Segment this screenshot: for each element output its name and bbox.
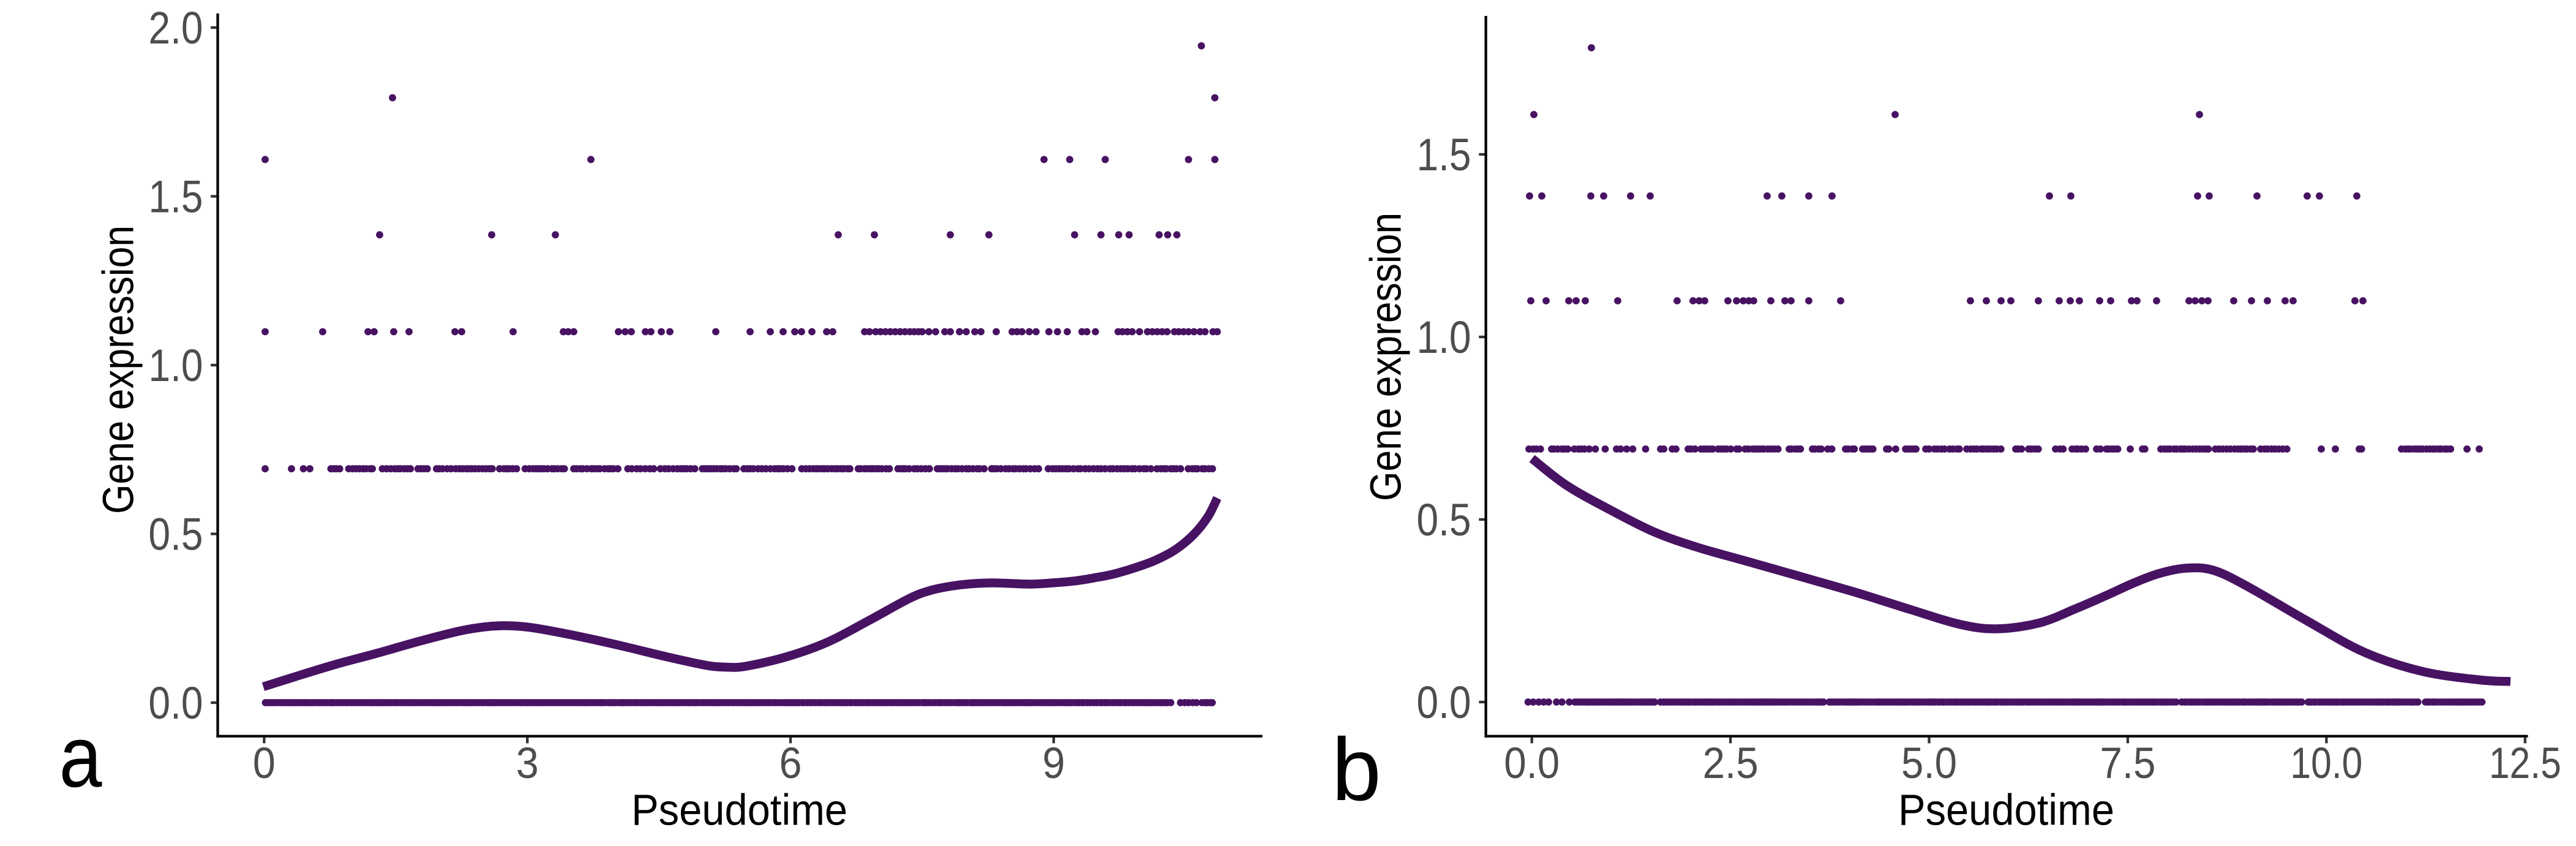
svg-text:0.0: 0.0	[149, 678, 203, 728]
svg-text:1.5: 1.5	[149, 172, 203, 222]
svg-text:0.0: 0.0	[1417, 677, 1471, 728]
svg-text:Pseudotime: Pseudotime	[631, 785, 847, 834]
svg-text:3: 3	[516, 739, 539, 788]
svg-text:0.0: 0.0	[1504, 739, 1560, 788]
svg-text:6: 6	[779, 739, 802, 788]
svg-text:b: b	[1332, 720, 1381, 819]
svg-text:1.0: 1.0	[1417, 312, 1471, 363]
svg-text:12.5: 12.5	[2489, 739, 2561, 788]
svg-text:a: a	[59, 708, 102, 806]
svg-text:5.0: 5.0	[1901, 739, 1957, 788]
svg-text:10.0: 10.0	[2290, 739, 2362, 788]
svg-text:0.5: 0.5	[149, 509, 203, 560]
svg-text:0.5: 0.5	[1417, 494, 1471, 545]
svg-text:2.5: 2.5	[1703, 739, 1759, 788]
svg-text:1.5: 1.5	[1417, 129, 1471, 180]
svg-text:1.0: 1.0	[149, 340, 203, 391]
svg-text:7.5: 7.5	[2100, 739, 2155, 788]
svg-text:2.0: 2.0	[149, 2, 203, 53]
svg-text:Pseudotime: Pseudotime	[1898, 785, 2114, 834]
svg-text:Gene expression: Gene expression	[94, 225, 143, 514]
svg-text:9: 9	[1042, 739, 1065, 788]
svg-text:0: 0	[253, 739, 276, 788]
svg-text:Gene expression: Gene expression	[1362, 213, 1411, 501]
